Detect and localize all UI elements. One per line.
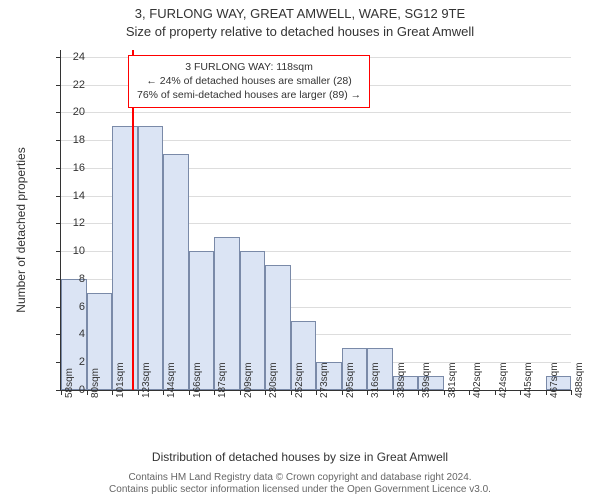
y-tick [56, 196, 61, 197]
histogram-bar [138, 126, 164, 390]
x-tick [112, 390, 113, 395]
x-tick-label: 101sqm [115, 362, 126, 398]
y-tick-label: 16 [63, 162, 85, 174]
x-axis-label: Distribution of detached houses by size … [0, 450, 600, 464]
footer: Contains HM Land Registry data © Crown c… [0, 472, 600, 496]
x-tick [367, 390, 368, 395]
y-tick-label: 18 [63, 134, 85, 146]
y-tick [56, 112, 61, 113]
annotation-line1: 3 FURLONG WAY: 118sqm [137, 60, 361, 74]
x-tick [495, 390, 496, 395]
x-tick-label: 166sqm [192, 362, 203, 398]
y-tick-label: 20 [63, 106, 85, 118]
y-tick [56, 85, 61, 86]
x-tick [138, 390, 139, 395]
x-tick [61, 390, 62, 395]
x-tick-label: 338sqm [396, 362, 407, 398]
title-main: 3, FURLONG WAY, GREAT AMWELL, WARE, SG12… [0, 6, 600, 21]
x-tick-label: 123sqm [141, 362, 152, 398]
x-tick [163, 390, 164, 395]
x-tick [393, 390, 394, 395]
y-tick [56, 251, 61, 252]
x-tick-label: 402sqm [472, 362, 483, 398]
y-axis-label: Number of detached properties [14, 65, 28, 230]
y-tick [56, 140, 61, 141]
annotation-line2: ← 24% of detached houses are smaller (28… [137, 74, 361, 88]
annotation-line3: 76% of semi-detached houses are larger (… [137, 88, 361, 102]
y-tick-label: 24 [63, 51, 85, 63]
x-tick [291, 390, 292, 395]
footer-line2: Contains public sector information licen… [0, 484, 600, 496]
x-tick [418, 390, 419, 395]
y-tick-label: 14 [63, 190, 85, 202]
x-tick-label: 230sqm [268, 362, 279, 398]
x-tick-label: 273sqm [319, 362, 330, 398]
y-tick-label: 22 [63, 79, 85, 91]
x-tick-label: 187sqm [217, 362, 228, 398]
x-tick-label: 445sqm [523, 362, 534, 398]
x-tick-label: 316sqm [370, 362, 381, 398]
x-tick [316, 390, 317, 395]
x-tick-label: 80sqm [90, 368, 101, 398]
y-tick-label: 8 [63, 273, 85, 285]
x-tick [469, 390, 470, 395]
y-tick [56, 168, 61, 169]
x-tick [240, 390, 241, 395]
chart-container: 3, FURLONG WAY, GREAT AMWELL, WARE, SG12… [0, 0, 600, 500]
y-tick-label: 6 [63, 301, 85, 313]
title-sub: Size of property relative to detached ho… [0, 24, 600, 39]
annotation-box: 3 FURLONG WAY: 118sqm ← 24% of detached … [128, 55, 370, 108]
y-tick [56, 223, 61, 224]
x-tick [571, 390, 572, 395]
x-tick-label: 252sqm [294, 362, 305, 398]
x-tick-label: 295sqm [345, 362, 356, 398]
x-tick [87, 390, 88, 395]
x-tick-label: 488sqm [574, 362, 585, 398]
x-tick-label: 58sqm [64, 368, 75, 398]
y-tick-label: 2 [63, 356, 85, 368]
x-tick [214, 390, 215, 395]
x-tick-label: 209sqm [243, 362, 254, 398]
x-tick-label: 467sqm [549, 362, 560, 398]
x-tick-label: 359sqm [421, 362, 432, 398]
x-tick-label: 424sqm [498, 362, 509, 398]
x-tick [342, 390, 343, 395]
x-tick [546, 390, 547, 395]
histogram-bar [163, 154, 189, 390]
y-tick-label: 10 [63, 245, 85, 257]
gridline [61, 112, 571, 113]
footer-line1: Contains HM Land Registry data © Crown c… [0, 472, 600, 484]
x-tick [265, 390, 266, 395]
x-tick [189, 390, 190, 395]
y-tick-label: 4 [63, 328, 85, 340]
x-tick-label: 381sqm [447, 362, 458, 398]
y-tick-label: 12 [63, 217, 85, 229]
x-tick [520, 390, 521, 395]
y-tick [56, 57, 61, 58]
x-tick [444, 390, 445, 395]
x-tick-label: 144sqm [166, 362, 177, 398]
